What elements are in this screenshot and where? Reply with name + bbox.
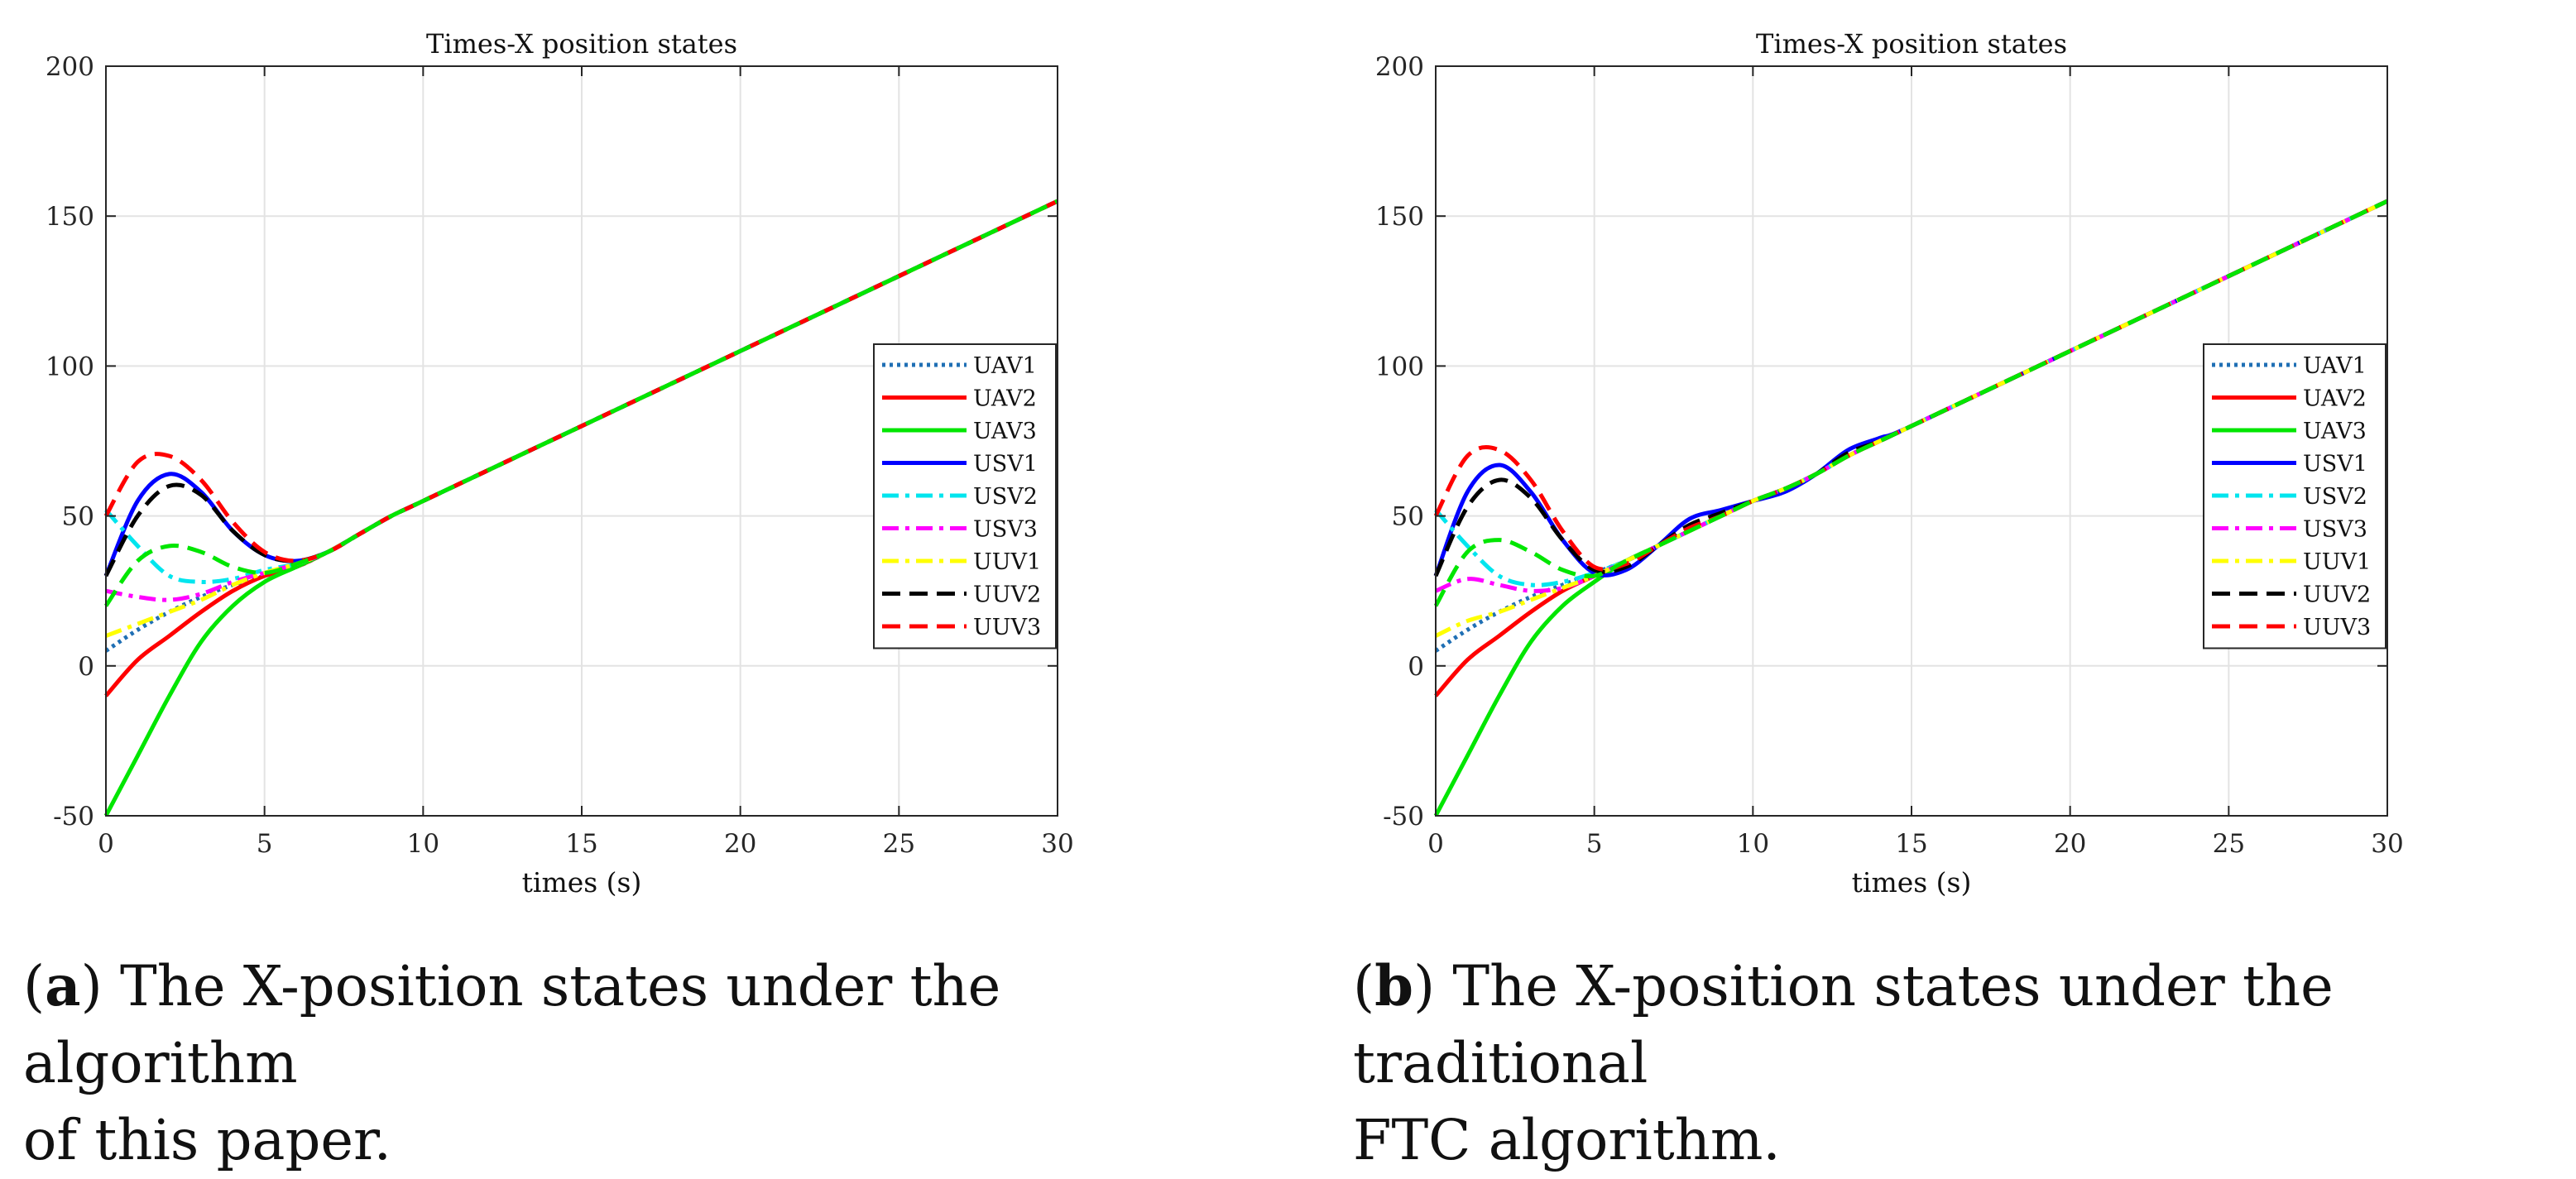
legend-label-usv3: USV3 bbox=[2303, 517, 2367, 543]
chart-title: Times-X position states bbox=[426, 28, 737, 60]
y-tick-label: -50 bbox=[1383, 802, 1424, 832]
caption-b-label: b bbox=[1374, 953, 1413, 1018]
x-tick-label: 20 bbox=[724, 829, 756, 859]
legend-label-uuv1: UUV1 bbox=[973, 549, 1041, 575]
figure-panel-a: 0 5 10 15 20 25 30 -50 0 50 100 150 200 Times-X posit… bbox=[0, 0, 1288, 1172]
legend-label-uav3: UAV3 bbox=[973, 419, 1037, 444]
legend-label-uuv2: UUV2 bbox=[2303, 582, 2371, 608]
y-tick-label: 50 bbox=[62, 502, 94, 532]
caption-a-line1: ) The X-position states under the algori… bbox=[23, 954, 1001, 1095]
legend-label-uuv3: UUV3 bbox=[2303, 615, 2371, 640]
legend-label-usv1: USV1 bbox=[973, 452, 1038, 477]
x-tick-label: 0 bbox=[98, 829, 114, 859]
legend-label-usv3: USV3 bbox=[973, 517, 1038, 543]
x-tick-label: 0 bbox=[1427, 829, 1444, 859]
y-tick-label: 150 bbox=[1375, 202, 1424, 232]
legend-label-uav2: UAV2 bbox=[2303, 386, 2367, 412]
caption-b-line2: FTC algorithm. bbox=[1353, 1108, 1781, 1172]
x-axis-label: times (s) bbox=[522, 866, 642, 899]
x-tick-label: 25 bbox=[2213, 829, 2245, 859]
x-axis-label: times (s) bbox=[1852, 866, 1972, 899]
y-tick-label: 50 bbox=[1392, 502, 1424, 532]
x-tick-label: 30 bbox=[2371, 829, 2403, 859]
y-tick-label: 200 bbox=[46, 52, 94, 82]
caption-b: (b) The X-position states under the trad… bbox=[1353, 953, 2334, 1172]
x-tick-label: 5 bbox=[257, 829, 273, 859]
x-tick-label: 10 bbox=[407, 829, 439, 859]
x-tick-label: 5 bbox=[1586, 829, 1603, 859]
x-tick-label: 10 bbox=[1737, 829, 1769, 859]
x-tick-label: 15 bbox=[565, 829, 597, 859]
y-tick-label: -50 bbox=[53, 802, 94, 832]
legend-label-uuv3: UUV3 bbox=[973, 615, 1041, 640]
x-tick-label: 20 bbox=[2054, 829, 2086, 859]
y-tick-label: 200 bbox=[1375, 52, 1424, 82]
legend-label-uav2: UAV2 bbox=[973, 386, 1037, 412]
legend-label-uuv1: UUV1 bbox=[2303, 549, 2371, 575]
legend-label-uuv2: UUV2 bbox=[973, 582, 1041, 608]
caption-a: (a) The X-position states under the algo… bbox=[23, 953, 1001, 1172]
caption-a-label: a bbox=[45, 953, 81, 1018]
legend-label-uav1: UAV1 bbox=[2303, 353, 2367, 379]
legend-label-usv2: USV2 bbox=[973, 484, 1038, 510]
y-tick-label: 0 bbox=[78, 652, 94, 682]
figure-panel-b: 0 5 10 15 20 25 30 -50 0 50 100 150 200 Times-X posit… bbox=[1330, 0, 2576, 1172]
x-tick-label: 30 bbox=[1041, 829, 1073, 859]
series-line-extra-9 bbox=[1433, 199, 2389, 607]
legend-label-uav1: UAV1 bbox=[973, 353, 1037, 379]
y-tick-label: 150 bbox=[46, 202, 94, 232]
x-tick-label: 25 bbox=[883, 829, 915, 859]
y-tick-label: 100 bbox=[46, 352, 94, 381]
y-tick-label: 0 bbox=[1408, 652, 1424, 682]
legend-label-usv2: USV2 bbox=[2303, 484, 2367, 510]
caption-b-line1: ) The X-position states under the tradit… bbox=[1353, 954, 2334, 1095]
series-line-extra-9 bbox=[103, 199, 1059, 607]
series-line-uuv1 bbox=[1434, 199, 2389, 638]
x-tick-label: 15 bbox=[1895, 829, 1927, 859]
legend-label-usv1: USV1 bbox=[2303, 452, 2367, 477]
legend-label-uav3: UAV3 bbox=[2303, 419, 2367, 444]
caption-a-line2: of this paper. bbox=[23, 1108, 391, 1172]
y-tick-label: 100 bbox=[1375, 352, 1424, 381]
chart-title: Times-X position states bbox=[1756, 28, 2067, 60]
